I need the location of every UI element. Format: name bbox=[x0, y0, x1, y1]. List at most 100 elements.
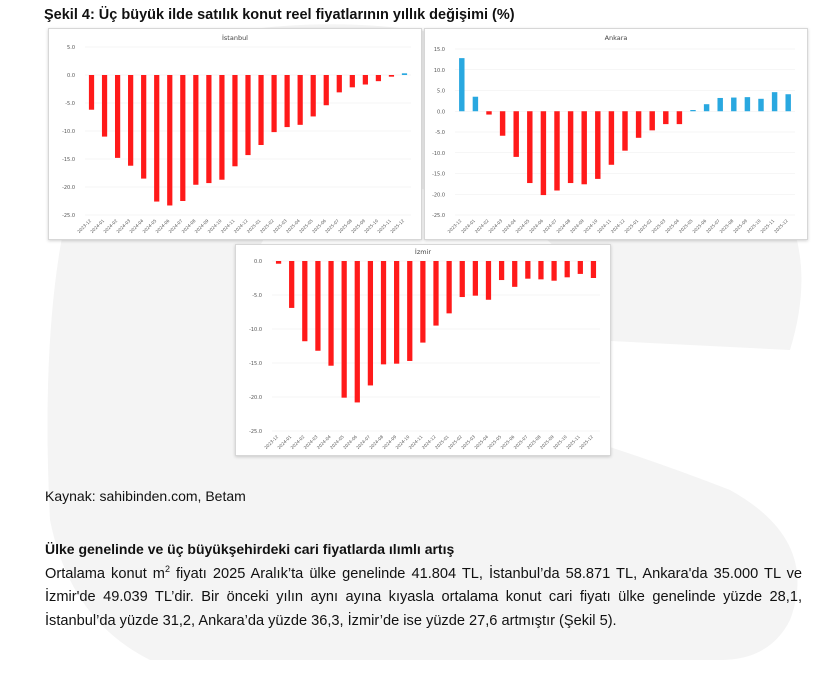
istanbul-bar bbox=[375, 75, 382, 82]
ankara-bar bbox=[499, 111, 506, 136]
izmir-chart-svg: İzmir0.0-5.0-10.0-15.0-20.0-25.02023-122… bbox=[249, 247, 600, 450]
ankara-bar bbox=[595, 111, 601, 179]
izmir-bar bbox=[289, 261, 295, 308]
section-heading: Ülke genelinde ve üç büyükşehirdeki cari… bbox=[45, 541, 455, 557]
istanbul-bar bbox=[336, 75, 342, 93]
izmir-bar bbox=[498, 261, 505, 281]
istanbul-bar bbox=[284, 75, 290, 128]
ankara-bar bbox=[513, 111, 519, 157]
ankara-bar bbox=[581, 111, 587, 185]
izmir-ytick-label: -15.0 bbox=[249, 361, 262, 367]
izmir-bar bbox=[472, 261, 478, 296]
ankara-ytick-label: 15.0 bbox=[434, 47, 445, 53]
ankara-bar bbox=[663, 111, 669, 125]
ankara-ytick-label: 10.0 bbox=[434, 68, 445, 74]
istanbul-chart: İstanbul 5.0 0.0 -5.0 -10.0 -15.0 -20.0 -25.0 20… bbox=[48, 28, 422, 240]
istanbul-ytick-label: -15.0 bbox=[62, 157, 75, 163]
istanbul-bar bbox=[388, 75, 395, 77]
ankara-ytick-label: -15.0 bbox=[432, 172, 445, 178]
izmir-bar bbox=[407, 261, 413, 361]
ankara-bar bbox=[622, 111, 628, 151]
ankara-bar bbox=[758, 98, 764, 112]
paragraph-text-part2: fiyatı 2025 Aralık’ta ülke genelinde 41.… bbox=[45, 566, 803, 629]
figure-title: Şekil 4: Üç büyük ilde satılık konut ree… bbox=[44, 7, 515, 23]
izmir-bar bbox=[328, 261, 334, 366]
izmir-bar bbox=[302, 261, 308, 342]
ankara-ytick-label: -10.0 bbox=[432, 151, 445, 157]
istanbul-bar bbox=[154, 75, 160, 202]
izmir-ytick-label: -10.0 bbox=[249, 327, 262, 333]
paragraph-text-part1: Ortalama konut m bbox=[45, 566, 165, 582]
izmir-ytick-label: -5.0 bbox=[252, 293, 262, 299]
istanbul-bar bbox=[362, 75, 368, 85]
istanbul-bar bbox=[206, 75, 212, 184]
istanbul-chart-title: İstanbul bbox=[222, 33, 248, 42]
ankara-bar bbox=[690, 110, 696, 112]
istanbul-bar bbox=[101, 75, 108, 137]
istanbul-bar bbox=[193, 75, 199, 185]
izmir-bar bbox=[459, 261, 465, 298]
izmir-bar bbox=[512, 261, 518, 287]
istanbul-chart-svg: İstanbul 5.0 0.0 -5.0 -10.0 -15.0 -20.0 -25.0 20… bbox=[62, 33, 411, 234]
istanbul-bar bbox=[232, 75, 238, 167]
istanbul-ytick-label: -25.0 bbox=[62, 213, 75, 219]
izmir-bar bbox=[485, 261, 492, 300]
ankara-bar bbox=[771, 92, 778, 112]
istanbul-ytick-label: -20.0 bbox=[62, 185, 75, 191]
ankara-bar bbox=[459, 58, 465, 112]
izmir-xtick-label: 2025-12 bbox=[578, 434, 594, 450]
izmir-bar bbox=[551, 261, 557, 281]
ankara-chart: Ankara 15.0 10.0 5.0 0.0 -5.0 -10.0 -15.0 -20.0 -… bbox=[424, 28, 808, 240]
istanbul-bar bbox=[310, 75, 316, 117]
ankara-bar bbox=[649, 111, 655, 131]
istanbul-ytick-label: 0.0 bbox=[67, 73, 75, 79]
istanbul-ytick-label: -5.0 bbox=[65, 101, 75, 107]
ankara-bar bbox=[635, 111, 642, 138]
source-note: Kaynak: sahibinden.com, Betam bbox=[45, 488, 246, 504]
ankara-chart-svg: Ankara 15.0 10.0 5.0 0.0 -5.0 -10.0 -15.0 -20.0 -… bbox=[432, 34, 795, 234]
istanbul-bar bbox=[141, 75, 147, 179]
body-paragraph: Ortalama konut m2 fiyatı 2025 Aralık’ta … bbox=[45, 563, 802, 633]
istanbul-bar bbox=[349, 75, 355, 88]
izmir-bar bbox=[538, 261, 544, 280]
istanbul-bar bbox=[219, 75, 225, 180]
izmir-ytick-label: -20.0 bbox=[249, 395, 262, 401]
ankara-bar bbox=[472, 96, 479, 112]
istanbul-ytick-label: -10.0 bbox=[62, 129, 75, 135]
istanbul-ytick-label: 5.0 bbox=[67, 45, 75, 51]
izmir-bar bbox=[564, 261, 570, 278]
ankara-bar bbox=[785, 94, 791, 112]
izmir-bar bbox=[341, 261, 347, 398]
istanbul-bar bbox=[401, 73, 408, 75]
izmir-chart-title: İzmir bbox=[415, 247, 431, 256]
ankara-bar bbox=[486, 111, 492, 115]
ankara-bar bbox=[527, 111, 533, 184]
izmir-bar bbox=[446, 261, 452, 314]
izmir-bar bbox=[315, 261, 321, 351]
istanbul-bar bbox=[128, 75, 134, 166]
izmir-bar bbox=[433, 261, 439, 326]
izmir-bar bbox=[380, 261, 387, 365]
izmir-bar bbox=[420, 261, 426, 343]
ankara-ytick-label: 0.0 bbox=[437, 109, 445, 115]
istanbul-bar bbox=[180, 75, 186, 201]
izmir-bar bbox=[590, 261, 597, 278]
istanbul-xtick-label: 2025-12 bbox=[389, 218, 405, 234]
ankara-bar bbox=[676, 111, 683, 125]
izmir-bar bbox=[394, 261, 400, 364]
ankara-ytick-label: -20.0 bbox=[432, 192, 445, 198]
izmir-ytick-label: -25.0 bbox=[249, 429, 262, 435]
izmir-chart: İzmir 0.0 -5.0 -10.0 -15.0 -20.0 -25.0 2023-12 2… bbox=[235, 244, 611, 456]
istanbul-bar bbox=[114, 75, 121, 158]
paragraph-superscript: 2 bbox=[164, 564, 170, 575]
ankara-xtick-label: 2025-12 bbox=[773, 218, 789, 234]
istanbul-bar bbox=[258, 75, 264, 145]
ankara-bar bbox=[717, 97, 723, 112]
izmir-bar bbox=[577, 261, 583, 274]
istanbul-bar bbox=[245, 75, 251, 156]
izmir-bar bbox=[525, 261, 531, 279]
ankara-bar bbox=[608, 111, 615, 165]
izmir-bar bbox=[367, 261, 374, 386]
ankara-ytick-label: 5.0 bbox=[437, 89, 445, 95]
istanbul-bar bbox=[88, 75, 95, 110]
